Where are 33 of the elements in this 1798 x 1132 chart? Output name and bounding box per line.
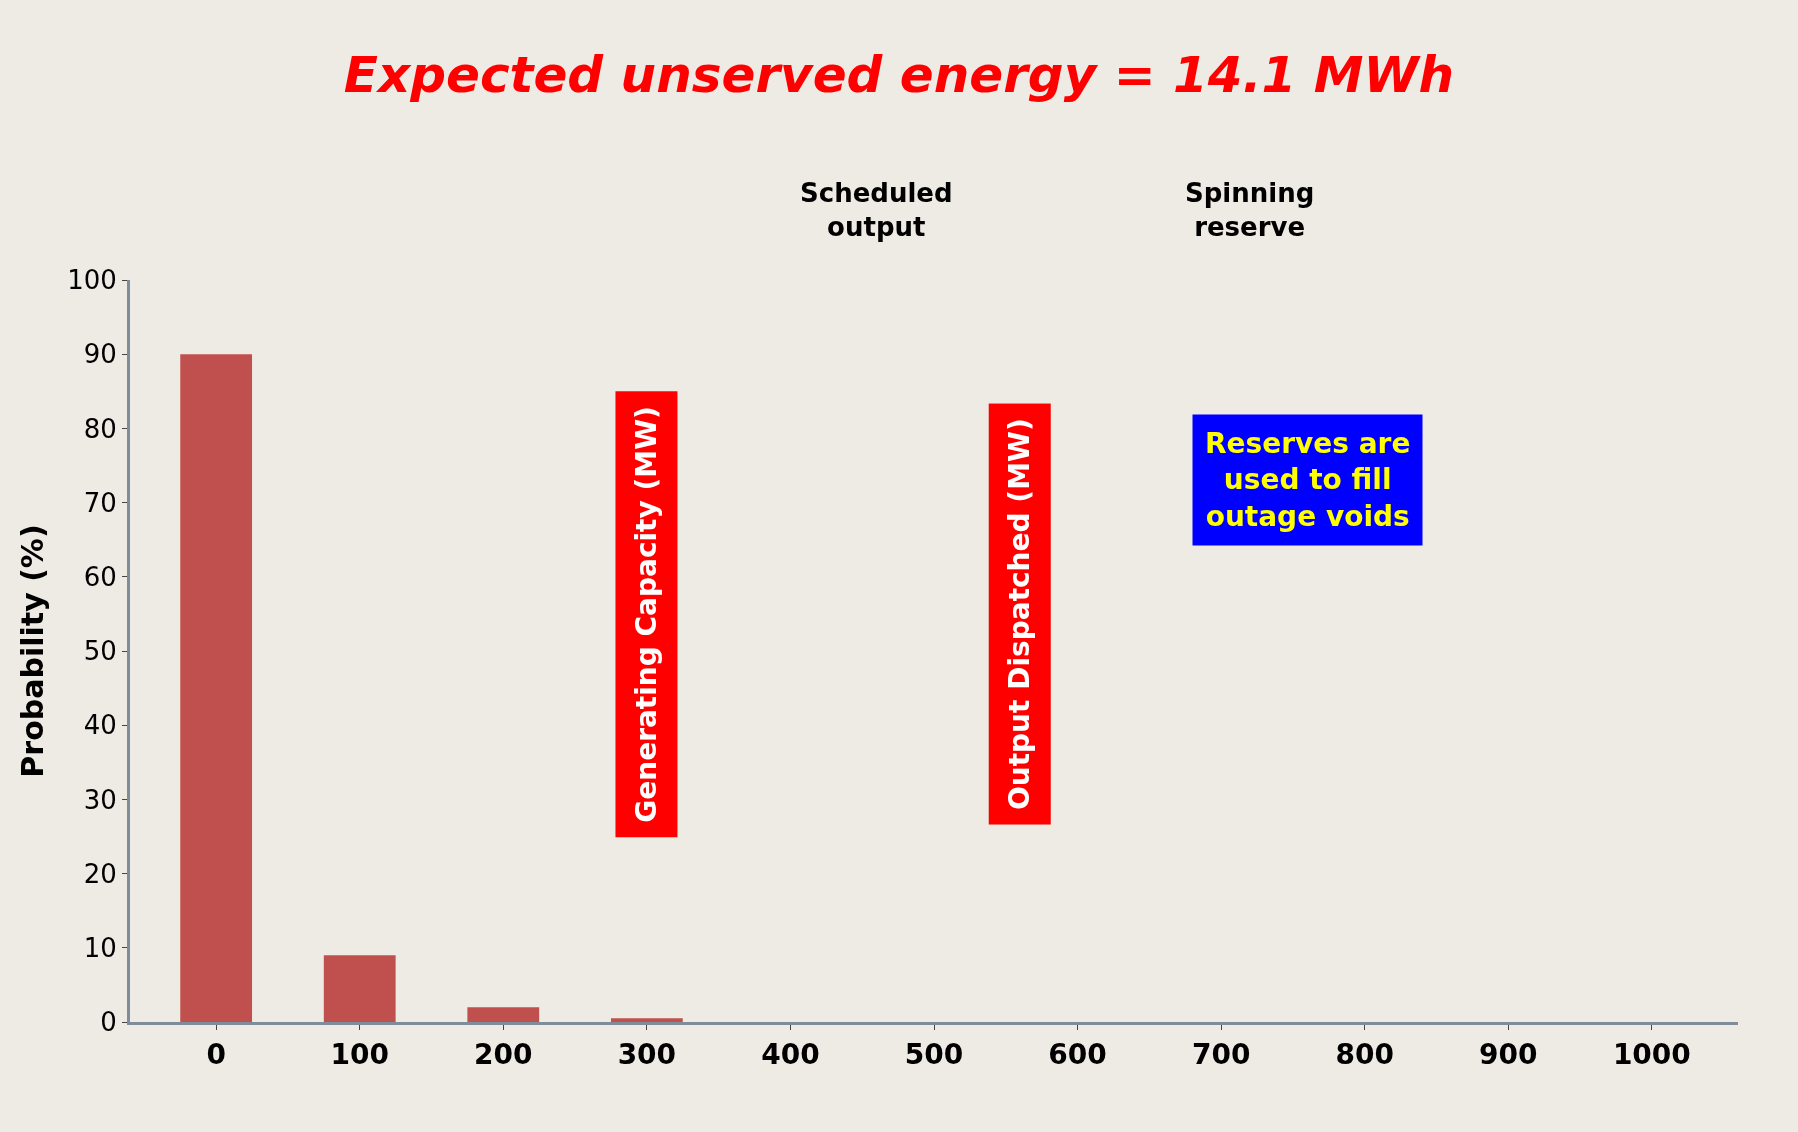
x-tick-label: 200: [474, 1037, 533, 1071]
annotation: Generating Capacity (MW): [629, 406, 663, 823]
y-tick-label: 90: [83, 339, 117, 370]
x-tick-label: 700: [1191, 1037, 1251, 1071]
annotation: Reserves are used to fill outage voids: [1205, 427, 1411, 533]
y-tick-label: 100: [67, 265, 117, 296]
x-tick-label: 800: [1335, 1037, 1394, 1071]
chart-title: Expected unserved energy = 14.1 MWh: [343, 45, 1455, 104]
y-tick-label: 60: [83, 561, 117, 592]
y-tick-label: 70: [83, 487, 117, 518]
x-tick-label: 300: [617, 1037, 677, 1071]
x-tick-label: 600: [1048, 1037, 1107, 1071]
y-tick-label: 10: [83, 932, 117, 963]
bar: [610, 1018, 683, 1022]
bar: [180, 354, 253, 1022]
bar: [323, 955, 396, 1022]
x-tick-label: 0: [206, 1037, 226, 1071]
y-tick-label: 0: [100, 1007, 117, 1038]
x-tick-label: 500: [904, 1037, 964, 1071]
text: Scheduled output: [800, 178, 953, 242]
text: Spinning reserve: [1185, 178, 1315, 242]
x-tick-label: 100: [330, 1037, 389, 1071]
y-tick-label: 80: [83, 413, 117, 444]
bar: [467, 1007, 540, 1022]
x-tick-label: 1000: [1612, 1037, 1691, 1071]
y-tick-label: 50: [83, 636, 117, 667]
y-tick-label: 30: [83, 784, 117, 815]
x-tick-label: 900: [1479, 1037, 1538, 1071]
y-tick-label: 40: [83, 710, 117, 741]
annotation: Output Dispatched (MW): [1003, 418, 1037, 811]
y-tick-label: 20: [83, 858, 117, 889]
x-tick-label: 400: [761, 1037, 820, 1071]
y-axis-title: Probability (%): [15, 524, 51, 778]
